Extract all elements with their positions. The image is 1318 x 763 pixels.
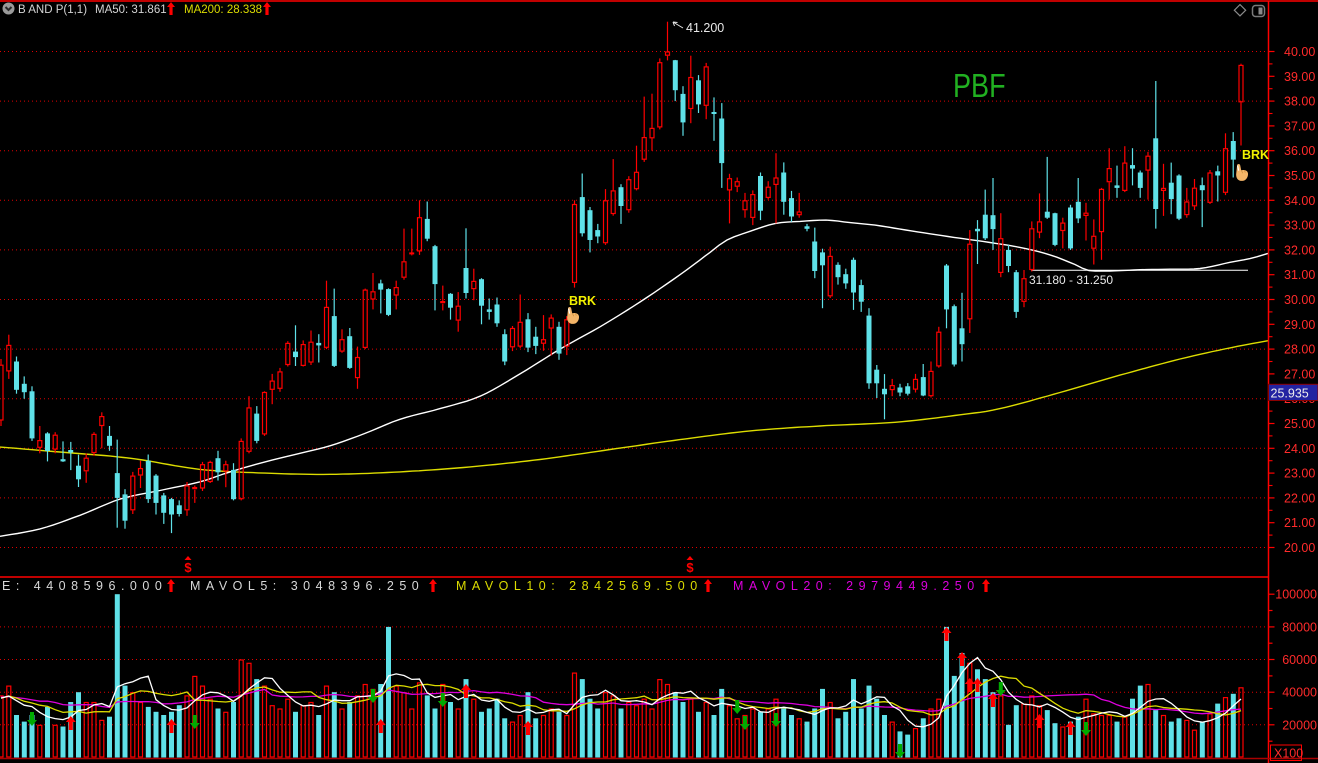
svg-text:40000: 40000	[1282, 686, 1317, 700]
svg-text:35.00: 35.00	[1284, 169, 1315, 183]
svg-text:40.00: 40.00	[1284, 45, 1315, 59]
svg-text:20.00: 20.00	[1284, 541, 1315, 555]
svg-text:BRK: BRK	[1242, 148, 1269, 162]
svg-text:27.00: 27.00	[1284, 367, 1315, 381]
svg-text:25.00: 25.00	[1284, 417, 1315, 431]
svg-text:PBF: PBF	[953, 69, 1006, 105]
svg-text:29.00: 29.00	[1284, 318, 1315, 332]
svg-text:MA50: 31.861: MA50: 31.861	[95, 4, 167, 16]
svg-text:28.00: 28.00	[1284, 343, 1315, 357]
svg-text:25.935: 25.935	[1271, 387, 1309, 401]
svg-text:33.00: 33.00	[1284, 219, 1315, 233]
svg-text:100000: 100000	[1275, 588, 1317, 602]
svg-text:39.00: 39.00	[1284, 70, 1315, 84]
svg-text:20000: 20000	[1282, 718, 1317, 732]
svg-text:21.00: 21.00	[1284, 516, 1315, 530]
svg-text:X100: X100	[1274, 747, 1303, 761]
svg-text:34.00: 34.00	[1284, 194, 1315, 208]
svg-text:$: $	[184, 560, 192, 575]
svg-text:MA200: 28.338: MA200: 28.338	[184, 4, 262, 16]
svg-text:23.00: 23.00	[1284, 467, 1315, 481]
svg-text:31.00: 31.00	[1284, 268, 1315, 282]
svg-text:$: $	[686, 560, 694, 575]
svg-text:MAVOL20: 2979449.250: MAVOL20: 2979449.250	[733, 579, 980, 593]
svg-text:32.00: 32.00	[1284, 243, 1315, 257]
svg-text:BRK: BRK	[569, 294, 596, 308]
svg-text:MAVOL5: 3048396.250: MAVOL5: 3048396.250	[190, 579, 424, 593]
svg-text:36.00: 36.00	[1284, 144, 1315, 158]
svg-text:80000: 80000	[1282, 620, 1317, 634]
svg-text:41.200: 41.200	[686, 21, 724, 35]
svg-text:38.00: 38.00	[1284, 95, 1315, 109]
svg-text:E: 4408596.000: E: 4408596.000	[2, 579, 167, 593]
svg-text:MAVOL10: 2842569.500: MAVOL10: 2842569.500	[456, 579, 703, 593]
svg-text:31.180 - 31.250: 31.180 - 31.250	[1029, 273, 1113, 287]
svg-text:60000: 60000	[1282, 653, 1317, 667]
svg-text:22.00: 22.00	[1284, 491, 1315, 505]
svg-text:30.00: 30.00	[1284, 293, 1315, 307]
svg-text:B AND P(1,1): B AND P(1,1)	[18, 4, 87, 16]
svg-text:24.00: 24.00	[1284, 442, 1315, 456]
svg-text:37.00: 37.00	[1284, 119, 1315, 133]
